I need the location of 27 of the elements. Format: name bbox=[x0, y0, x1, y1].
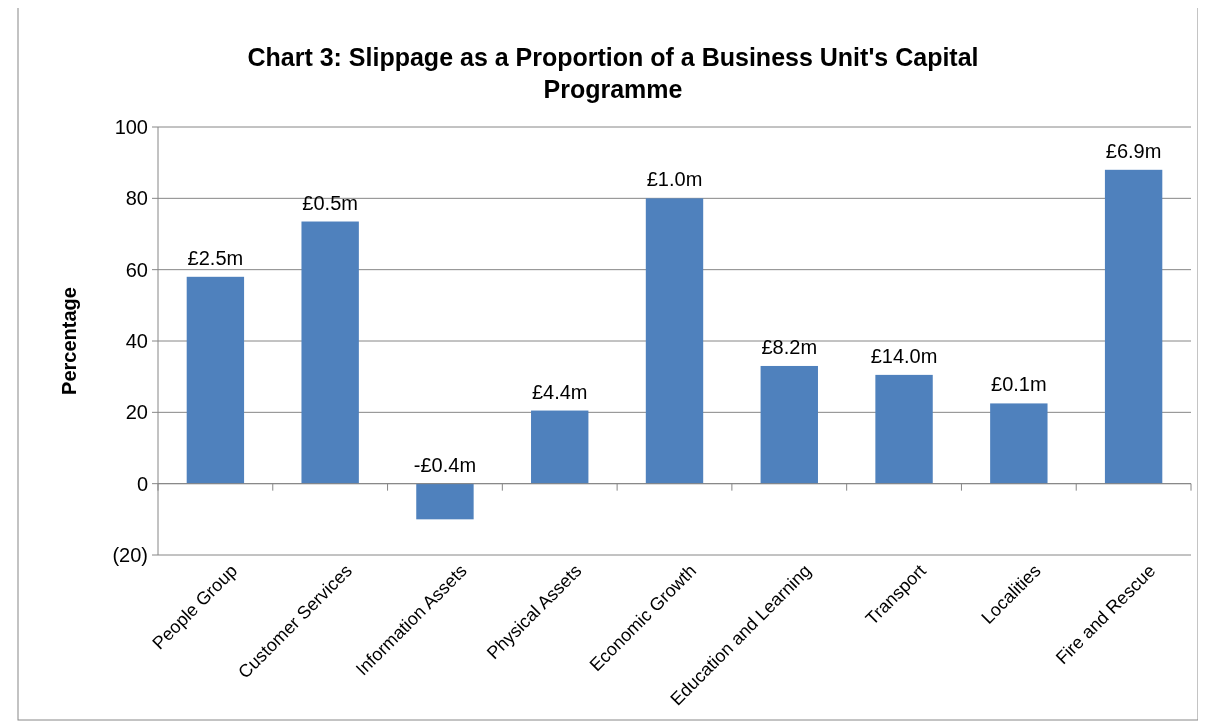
y-tick-label: 40 bbox=[125, 330, 148, 352]
y-tick-label: 0 bbox=[136, 472, 148, 495]
y-tick-label: (20) bbox=[112, 544, 148, 566]
bar bbox=[645, 198, 704, 484]
y-tick-label: 20 bbox=[125, 401, 148, 424]
annotation: £4.4m bbox=[531, 380, 588, 403]
annotation: £14.0m bbox=[870, 344, 938, 367]
annotation: £8.2m bbox=[761, 335, 818, 358]
annotation: -£0.4m bbox=[413, 453, 477, 476]
annotation: £2.5m bbox=[187, 246, 244, 269]
chart-title: Chart 3: Slippage as a Proportion of a Business Unit's Capital Programme bbox=[247, 43, 979, 103]
annotation: £0.5m bbox=[302, 191, 358, 214]
bar bbox=[531, 410, 589, 484]
bar bbox=[990, 403, 1048, 484]
y-tick-label: 80 bbox=[125, 187, 148, 210]
annotation: £6.9m bbox=[1105, 139, 1162, 162]
annotation: £0.1m bbox=[991, 373, 1047, 396]
bar bbox=[760, 365, 818, 484]
bar bbox=[1104, 169, 1163, 484]
bar bbox=[875, 374, 933, 484]
y-tick-label: 60 bbox=[125, 258, 148, 281]
y-axis-title: Percentage bbox=[58, 287, 80, 395]
bar bbox=[416, 483, 474, 520]
bar bbox=[186, 276, 245, 484]
bar bbox=[301, 221, 359, 484]
y-tick-label: 100 bbox=[114, 116, 148, 138]
annotation: £1.0m bbox=[646, 168, 703, 191]
